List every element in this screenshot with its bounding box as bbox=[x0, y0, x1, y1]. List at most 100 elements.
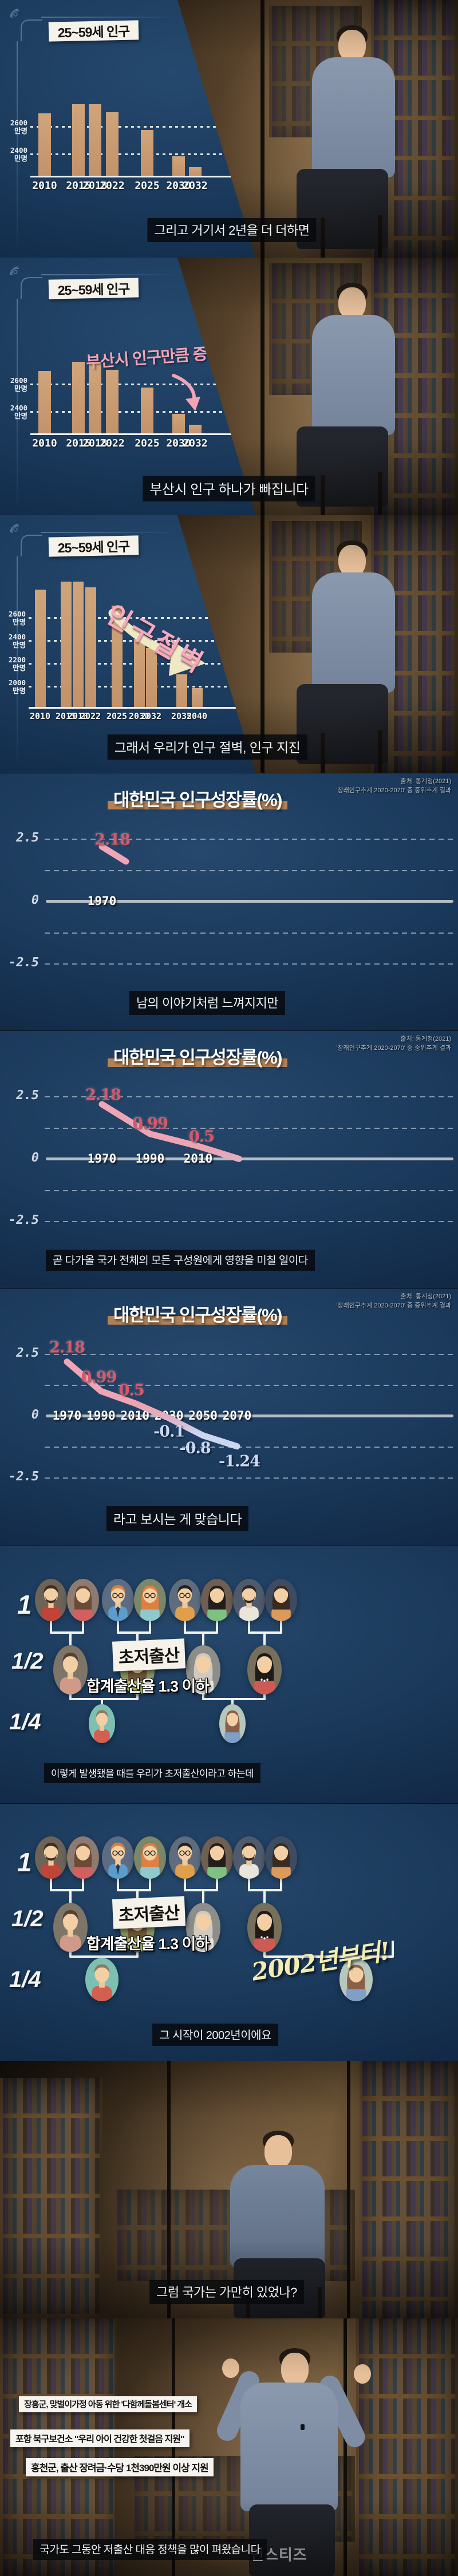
corner-ornament-icon bbox=[10, 266, 42, 299]
value-label: 2.18 bbox=[49, 1338, 85, 1357]
family-tree-diagram bbox=[0, 1803, 458, 2061]
person-torso bbox=[312, 315, 395, 435]
person-legs bbox=[297, 684, 388, 764]
gridline bbox=[30, 411, 228, 413]
x-axis-label: 2030 bbox=[166, 180, 191, 192]
y-axis-label: -2.5 bbox=[9, 955, 39, 970]
gridline bbox=[45, 1190, 453, 1191]
y-axis-label: 2600 만명 bbox=[10, 376, 27, 393]
person-head bbox=[338, 287, 366, 319]
x-axis-label: 2032 bbox=[183, 180, 208, 192]
x-axis-label: 2022 bbox=[100, 437, 125, 449]
family-line bbox=[50, 1889, 84, 1891]
x-axis-label: 2025 bbox=[135, 180, 160, 192]
chart-title-block: 대한민국 인구성장률(%) bbox=[107, 785, 288, 811]
person-head bbox=[281, 2353, 309, 2386]
caption-subtitle: 부산시 인구 하나가 빠집니다 bbox=[143, 476, 315, 501]
source-line: 출처: 통계청(2021) bbox=[400, 778, 451, 785]
chart-title: 대한민국 인구성장률(%) bbox=[113, 1305, 283, 1325]
y-axis-label: 0 bbox=[31, 1408, 39, 1422]
video-frame-08: 1 1/2 1/4 초저출산 합계출산율 1.3 이하 2002년부터! 그 시… bbox=[0, 1803, 458, 2061]
x-axis-label: 1970 bbox=[87, 1152, 117, 1165]
family-line bbox=[202, 1698, 266, 1700]
gridline bbox=[30, 153, 228, 155]
y-axis-label: 2000 만명 bbox=[8, 678, 26, 696]
source-note: 출처: 통계청(2021) '장래인구추계 2020-2070' 중 중위추계 결… bbox=[336, 1293, 451, 1311]
family-line bbox=[50, 1619, 52, 1634]
caption-subtitle: 국가도 그동안 저출산 대응 정책을 많이 펴왔습니다 bbox=[33, 2539, 267, 2560]
person-head bbox=[338, 545, 366, 577]
y-axis-label: -2.5 bbox=[9, 1469, 39, 1484]
x-axis-label: 2010 bbox=[120, 1409, 150, 1423]
avatar-gen1-6 bbox=[201, 1579, 233, 1621]
avatar-gen3-1 bbox=[85, 1958, 119, 2001]
video-frame-04: 대한민국 인구성장률(%) 출처: 통계청(2021) '장래인구추계 2020-… bbox=[0, 773, 458, 1030]
y-axis-label: 2.5 bbox=[16, 831, 39, 845]
family-line bbox=[149, 1876, 151, 1891]
border-line bbox=[17, 41, 18, 247]
family-line bbox=[117, 1889, 151, 1891]
x-axis-line bbox=[29, 707, 239, 709]
value-label: -0.8 bbox=[179, 1439, 211, 1457]
x-axis-label: 1970 bbox=[87, 894, 117, 908]
caption-subtitle: 남의 이야기처럼 느껴지지만 bbox=[129, 991, 286, 1015]
chair-leg bbox=[321, 218, 325, 258]
person-torso bbox=[240, 2383, 338, 2511]
x-axis-label: 1970 bbox=[52, 1409, 82, 1423]
family-line bbox=[136, 1949, 139, 1958]
zero-axis-line bbox=[46, 1157, 453, 1160]
y-axis-label: 2.5 bbox=[16, 1088, 39, 1103]
person-torso bbox=[312, 57, 395, 177]
bar-2025 bbox=[111, 606, 123, 707]
x-axis-line bbox=[30, 433, 238, 435]
x-axis-label: 2032 bbox=[183, 437, 208, 449]
value-label: 2.18 bbox=[94, 831, 131, 849]
x-axis-label: 1990 bbox=[135, 1152, 165, 1165]
video-frame-10: 장흥군, 맞벌이가정 아동 위한 '다함께돌봄센터' 개소 포항 북구보건소 "… bbox=[0, 2318, 458, 2576]
gridline bbox=[29, 640, 229, 642]
x-axis-label: 2015 bbox=[55, 711, 77, 721]
lapel-mic bbox=[301, 2424, 305, 2430]
avatar-gen2-4 bbox=[247, 1645, 282, 1694]
video-frame-06: 대한민국 인구성장률(%) 출처: 통계청(2021) '장래인구추계 2020-… bbox=[0, 1288, 458, 1546]
shelf-post bbox=[260, 0, 264, 258]
x-axis-label: 1990 bbox=[86, 1409, 116, 1423]
trend-line bbox=[98, 1101, 242, 1162]
bar-2025 bbox=[141, 388, 153, 433]
avatar-gen2-3 bbox=[186, 1903, 220, 1952]
family-line bbox=[82, 1876, 84, 1891]
x-axis-label: 2010 bbox=[29, 711, 51, 721]
avatar-gen1-5 bbox=[169, 1579, 201, 1621]
avatar-gen1-3 bbox=[102, 1579, 134, 1621]
family-line bbox=[136, 1631, 139, 1647]
person-hand bbox=[222, 2358, 239, 2378]
bar-2015 bbox=[72, 104, 85, 176]
value-label: -1.24 bbox=[219, 1452, 260, 1471]
value-label: 0.99 bbox=[132, 1115, 168, 1133]
family-line bbox=[136, 1691, 139, 1700]
family-line bbox=[202, 1889, 204, 1905]
x-axis-label: 2018 bbox=[82, 180, 108, 192]
person-torso bbox=[312, 572, 395, 693]
y-axis-label: -2.5 bbox=[9, 1213, 39, 1227]
bar-2010 bbox=[38, 113, 51, 176]
generation-label-quarter: 1/4 bbox=[9, 1709, 41, 1735]
family-line bbox=[248, 1876, 250, 1891]
generation-label-1: 1 bbox=[17, 1590, 32, 1619]
family-line bbox=[50, 1631, 84, 1634]
bar-chart: 2600 만명 2400 만명 2200 만명 2000 만명 2010 2015 2018… bbox=[0, 515, 255, 773]
avatar-gen1-1 bbox=[35, 1836, 67, 1879]
family-line bbox=[263, 1955, 394, 1958]
fertility-rate-label: 합계출산율 1.3 이하 bbox=[86, 1678, 210, 1695]
x-axis-label: 2010 bbox=[183, 1152, 213, 1165]
family-line bbox=[280, 1876, 282, 1891]
family-line bbox=[69, 1889, 72, 1905]
border-line bbox=[41, 17, 179, 18]
source-note: 출처: 통계청(2021) '장래인구추계 2020-2070' 중 중위추계 결… bbox=[336, 1035, 451, 1053]
x-axis-label: 2018 bbox=[67, 711, 89, 721]
gridline bbox=[45, 1477, 453, 1479]
avatar-gen2-1 bbox=[53, 1645, 88, 1694]
avatar-gen3-2 bbox=[219, 1704, 246, 1743]
video-frame-05: 대한민국 인구성장률(%) 출처: 통계청(2021) '장래인구추계 2020-… bbox=[0, 1030, 458, 1288]
gridline bbox=[30, 126, 228, 128]
